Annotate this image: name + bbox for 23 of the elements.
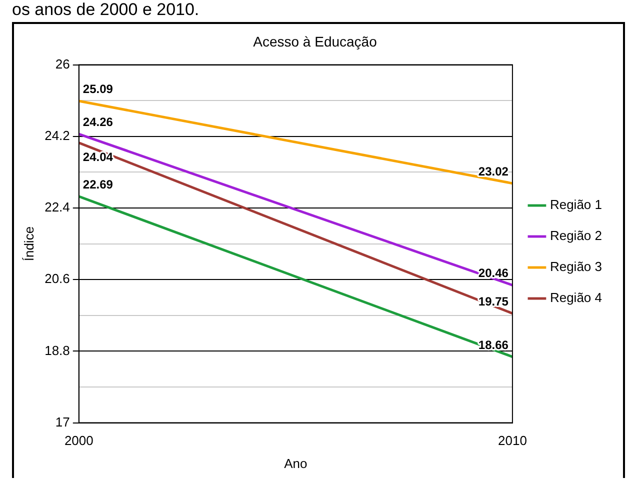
y-axis-title: Índice: [21, 226, 36, 262]
data-label: 22.69: [82, 177, 114, 192]
legend-label: Região 1: [550, 197, 602, 212]
text: os anos de 2000 e 2010.: [12, 0, 200, 20]
legend-label: Região 2: [550, 228, 602, 244]
data-label: 23.02: [478, 164, 509, 178]
data-label: 24.26: [82, 115, 114, 130]
y-tick-label: 22.4: [44, 200, 70, 215]
y-tick-label: 24.2: [44, 128, 70, 143]
legend-label: Região 3: [550, 259, 602, 274]
x-axis-title: Ano: [284, 456, 308, 471]
data-label: 20.46: [478, 266, 509, 280]
y-tick-label: 17: [55, 414, 70, 430]
data-label: 24.04: [82, 150, 114, 164]
data-label: 25.09: [82, 82, 114, 96]
y-tick-label: 18.8: [44, 342, 70, 358]
data-label: 18.66: [478, 338, 509, 352]
chart-title: Acesso à Educação: [253, 33, 378, 50]
x-tick-label: 2010: [498, 433, 527, 448]
y-tick-label: 26: [55, 56, 70, 72]
y-tick-label: 20.6: [44, 271, 70, 286]
x-tick-label: 2000: [64, 433, 94, 448]
legend-label: Região 4: [550, 290, 602, 306]
